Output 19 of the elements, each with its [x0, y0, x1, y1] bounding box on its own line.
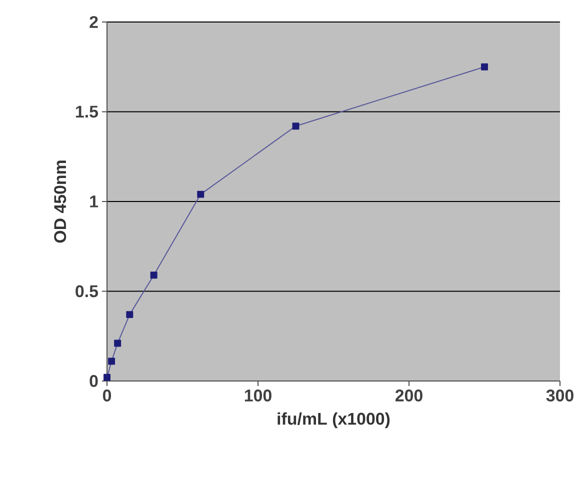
y-tick-label: 0.5 [76, 285, 98, 298]
point [481, 63, 488, 70]
y-tick-label: 1 [90, 196, 98, 208]
point [104, 374, 110, 381]
y-tick-label: 1.5 [76, 106, 98, 118]
point [126, 311, 134, 318]
x-tick-label: 200 [395, 390, 422, 402]
point [114, 340, 122, 347]
x-tick-label: 0 [102, 390, 112, 402]
point [292, 122, 300, 130]
y-tick-label: 2 [90, 16, 98, 28]
point [150, 272, 158, 279]
x-axis-title: ifu/mL (x1000) [278, 412, 390, 428]
point [108, 358, 116, 365]
y-axis-title: OD 450nm [54, 160, 66, 243]
y-tick-label: 0 [90, 374, 98, 387]
point [197, 190, 204, 198]
x-tick-label: 300 [546, 390, 574, 402]
x-tick-label: 100 [244, 390, 272, 402]
